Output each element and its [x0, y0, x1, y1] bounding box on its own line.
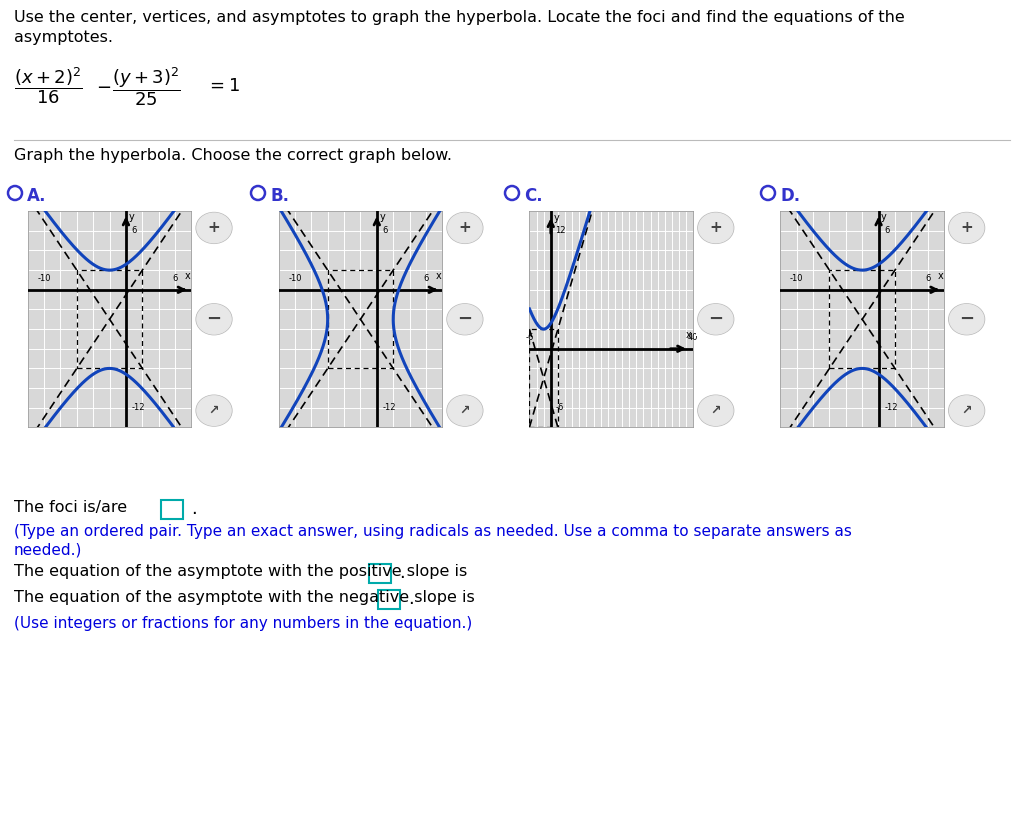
Circle shape [698, 213, 733, 243]
Circle shape [447, 213, 482, 243]
Circle shape [197, 396, 231, 426]
Circle shape [698, 396, 733, 426]
Text: Use the center, vertices, and asymptotes to graph the hyperbola. Locate the foci: Use the center, vertices, and asymptotes… [14, 10, 905, 25]
Text: -12: -12 [885, 403, 898, 412]
Text: 12: 12 [555, 226, 565, 235]
Circle shape [698, 396, 733, 426]
Text: (Use integers or fractions for any numbers in the equation.): (Use integers or fractions for any numbe… [14, 616, 472, 631]
Text: 40: 40 [688, 334, 698, 342]
Text: -10: -10 [790, 274, 804, 283]
Circle shape [698, 213, 733, 243]
Text: ↗: ↗ [460, 403, 470, 416]
Text: D.: D. [780, 187, 800, 205]
Text: (Type an ordered pair. Type an exact answer, using radicals as needed. Use a com: (Type an ordered pair. Type an exact ans… [14, 524, 852, 539]
Circle shape [447, 396, 482, 426]
Text: 6: 6 [925, 274, 931, 283]
Circle shape [949, 396, 984, 426]
Circle shape [949, 304, 984, 334]
Text: ↗: ↗ [209, 403, 219, 416]
Text: −: − [207, 309, 221, 328]
Text: x: x [686, 330, 692, 340]
Text: +: + [961, 220, 973, 235]
Circle shape [447, 213, 482, 243]
Text: x: x [185, 272, 190, 281]
FancyBboxPatch shape [378, 590, 400, 609]
Circle shape [197, 213, 231, 243]
Text: A.: A. [27, 187, 46, 205]
Circle shape [197, 304, 231, 334]
Text: +: + [459, 220, 471, 235]
Text: y: y [128, 212, 134, 222]
Text: -10: -10 [288, 274, 302, 283]
Text: −: − [959, 309, 974, 328]
Text: needed.): needed.) [14, 542, 82, 557]
Circle shape [197, 396, 231, 426]
Text: x: x [938, 272, 943, 281]
Text: −: − [458, 309, 472, 328]
Text: y: y [379, 212, 385, 222]
Text: −: − [709, 309, 723, 328]
Text: $= 1$: $= 1$ [206, 77, 240, 95]
Text: C.: C. [524, 187, 543, 205]
Text: -6: -6 [525, 334, 534, 342]
Text: The equation of the asymptote with the negative slope is: The equation of the asymptote with the n… [14, 590, 475, 605]
Text: y: y [553, 213, 559, 223]
Text: .: . [408, 590, 414, 608]
Text: $\dfrac{(y + 3)^2}{25}$: $\dfrac{(y + 3)^2}{25}$ [112, 65, 181, 108]
Text: .: . [191, 500, 197, 518]
Text: $\dfrac{(x + 2)^2}{16}$: $\dfrac{(x + 2)^2}{16}$ [14, 65, 83, 106]
Circle shape [698, 304, 733, 334]
FancyBboxPatch shape [369, 564, 391, 583]
Text: 6: 6 [132, 226, 137, 235]
Text: +: + [710, 220, 722, 235]
Text: +: + [208, 220, 220, 235]
Text: y: y [881, 212, 887, 222]
Text: Graph the hyperbola. Choose the correct graph below.: Graph the hyperbola. Choose the correct … [14, 148, 452, 163]
Circle shape [197, 304, 231, 334]
Text: The equation of the asymptote with the positive slope is: The equation of the asymptote with the p… [14, 564, 467, 579]
Text: $-$: $-$ [96, 77, 112, 95]
Circle shape [447, 304, 482, 334]
Text: -12: -12 [383, 403, 396, 412]
Circle shape [949, 213, 984, 243]
Text: -10: -10 [37, 274, 51, 283]
Circle shape [447, 396, 482, 426]
Text: ↗: ↗ [962, 403, 972, 416]
Text: -6: -6 [555, 403, 563, 412]
Text: B.: B. [270, 187, 289, 205]
Text: The foci is/are: The foci is/are [14, 500, 127, 515]
Circle shape [949, 304, 984, 334]
Circle shape [447, 304, 482, 334]
Text: ↗: ↗ [711, 403, 721, 416]
Text: x: x [436, 272, 441, 281]
FancyBboxPatch shape [161, 500, 183, 519]
Circle shape [949, 396, 984, 426]
Text: 6: 6 [423, 274, 429, 283]
Text: 6: 6 [383, 226, 388, 235]
Text: asymptotes.: asymptotes. [14, 30, 113, 45]
Circle shape [698, 304, 733, 334]
Text: -12: -12 [132, 403, 145, 412]
Text: 6: 6 [172, 274, 178, 283]
Circle shape [197, 213, 231, 243]
Text: .: . [399, 564, 404, 582]
Text: 6: 6 [885, 226, 890, 235]
Circle shape [949, 213, 984, 243]
